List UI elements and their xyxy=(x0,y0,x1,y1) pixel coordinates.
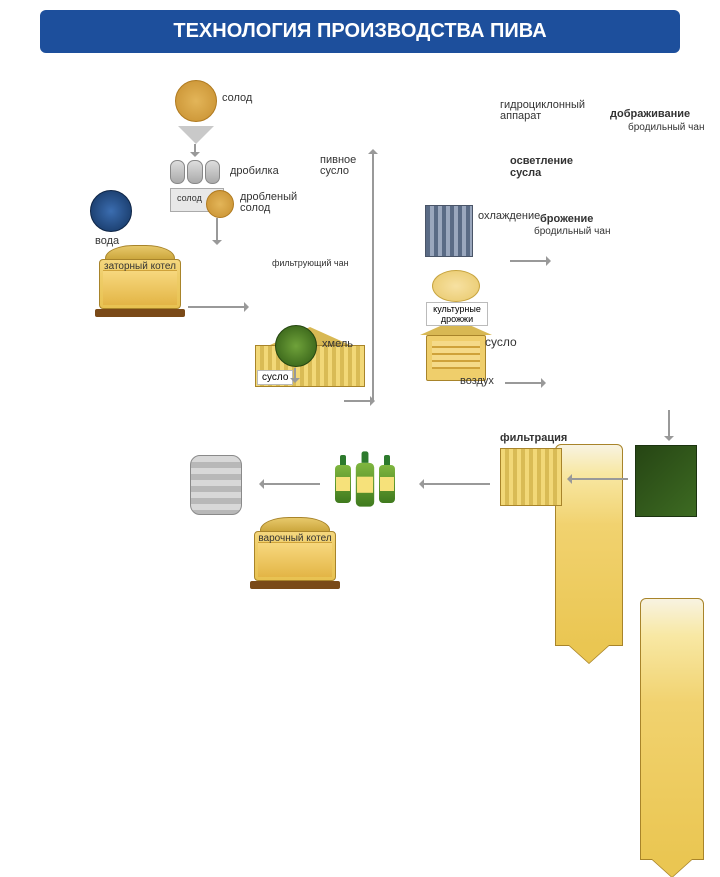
whirlpool xyxy=(420,319,492,381)
boil-caption: варочный котел xyxy=(250,533,340,544)
pipe-boil-up xyxy=(372,150,374,400)
mash-caption: заторный котел xyxy=(95,261,185,272)
filtration-label: фильтрация xyxy=(500,432,567,444)
filter-suslo: сусло xyxy=(257,370,293,385)
arrow-f1-f2 xyxy=(510,260,550,262)
beer-wort-label: пивное сусло xyxy=(320,155,370,177)
fermenter-2 xyxy=(640,598,704,860)
arrow-ferm-filt xyxy=(668,410,670,440)
whirlpool-label: гидроциклонный аппарат xyxy=(500,100,595,122)
arrow-malt-crusher xyxy=(194,144,196,156)
pipe-boil-right xyxy=(344,400,374,402)
mash-kettle: заторный котел xyxy=(95,245,185,317)
filter-tun-label: фильтрующий чан xyxy=(272,258,349,268)
arrow-filt-left1 xyxy=(568,478,628,480)
arrow-bottles-keg xyxy=(260,483,320,485)
suslo2-label: сусло xyxy=(485,335,517,349)
ferm2-label: дображивание xyxy=(610,108,690,120)
packaging-icon xyxy=(635,445,697,517)
malt-icon xyxy=(175,80,217,122)
ferm2-sublabel: бродильный чан xyxy=(628,122,704,133)
cooler xyxy=(425,205,473,257)
bottles-group xyxy=(335,455,395,503)
arrow-filt-bottles xyxy=(420,483,490,485)
filtration-unit xyxy=(500,448,562,506)
hop-icon xyxy=(275,325,317,367)
yeast-label: культурные дрожжи xyxy=(426,302,488,326)
cooler-label: охлаждение xyxy=(478,210,540,222)
hop-label: хмель xyxy=(322,338,353,350)
keg-icon xyxy=(190,455,242,515)
malt-funnel xyxy=(178,126,214,144)
yeast-icon xyxy=(432,270,480,302)
arrow-hop-down xyxy=(294,368,296,382)
crushed-label: дробленый солод xyxy=(240,192,310,214)
title-bar: ТЕХНОЛОГИЯ ПРОИЗВОДСТВА ПИВА xyxy=(40,10,680,53)
title-text: ТЕХНОЛОГИЯ ПРОИЗВОДСТВА ПИВА xyxy=(173,20,546,42)
malt-label: солод xyxy=(222,92,252,104)
arrow-air xyxy=(505,382,545,384)
arrow-crushed-down xyxy=(216,218,218,244)
water-icon xyxy=(90,190,132,232)
crushed-icon xyxy=(206,190,234,218)
arrow-mash-filter xyxy=(188,306,248,308)
clarify-label: осветление сусла xyxy=(510,155,590,179)
crusher-label: дробилка xyxy=(230,165,279,177)
air-label: воздух xyxy=(460,375,494,387)
crushed-sublabel: солод xyxy=(177,193,202,203)
ferm1-sublabel: бродильный чан xyxy=(534,226,610,237)
crusher-icon xyxy=(170,160,220,182)
boil-kettle: варочный котел xyxy=(250,517,340,589)
ferm1-label: брожение xyxy=(540,213,593,225)
